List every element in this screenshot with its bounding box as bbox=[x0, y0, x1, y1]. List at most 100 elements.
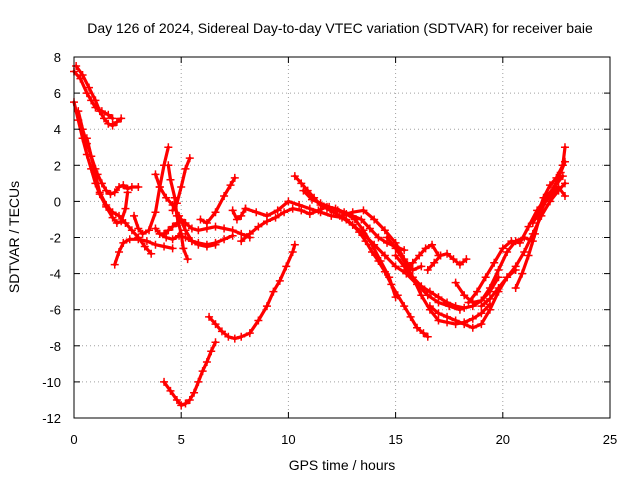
data-point bbox=[288, 247, 297, 256]
data-point bbox=[443, 312, 452, 321]
data-point bbox=[211, 222, 220, 231]
data-point bbox=[194, 226, 203, 235]
data-point bbox=[451, 278, 460, 287]
data-point bbox=[498, 244, 507, 253]
data-point bbox=[121, 204, 130, 213]
data-point bbox=[162, 193, 171, 202]
data-point bbox=[164, 143, 173, 152]
data-point bbox=[350, 215, 359, 224]
data-point bbox=[160, 377, 169, 386]
data-point bbox=[400, 246, 409, 255]
data-point bbox=[177, 229, 186, 238]
data-point bbox=[123, 184, 132, 193]
data-point bbox=[473, 287, 482, 296]
x-tick-label: 15 bbox=[388, 432, 402, 447]
data-point bbox=[297, 179, 306, 188]
data-point bbox=[434, 316, 443, 325]
data-point bbox=[151, 208, 160, 217]
data-point bbox=[168, 222, 177, 231]
data-point bbox=[181, 226, 190, 235]
data-point bbox=[134, 224, 143, 233]
data-point bbox=[524, 251, 533, 260]
x-tick-label: 5 bbox=[178, 432, 185, 447]
data-point bbox=[417, 262, 426, 271]
data-point bbox=[284, 197, 293, 206]
data-point bbox=[232, 215, 241, 224]
chart-title: Day 126 of 2024, Sidereal Day-to-day VTE… bbox=[87, 20, 593, 36]
data-point bbox=[230, 173, 239, 182]
data-point bbox=[170, 193, 179, 202]
data-point bbox=[477, 320, 486, 329]
data-point bbox=[168, 244, 177, 253]
series-track-1 bbox=[70, 67, 117, 123]
data-point bbox=[419, 329, 428, 338]
data-point bbox=[115, 182, 124, 191]
data-point bbox=[434, 309, 443, 318]
data-point bbox=[290, 172, 299, 181]
data-point bbox=[95, 107, 104, 116]
data-point bbox=[245, 329, 254, 338]
data-point bbox=[164, 226, 173, 235]
data-point bbox=[554, 182, 563, 191]
data-point bbox=[518, 269, 527, 278]
data-point bbox=[451, 316, 460, 325]
x-axis-label: GPS time / hours bbox=[289, 457, 396, 473]
data-point bbox=[245, 229, 254, 238]
data-point bbox=[220, 191, 229, 200]
data-point bbox=[490, 258, 499, 267]
data-point bbox=[541, 197, 550, 206]
data-point bbox=[155, 229, 164, 238]
data-point bbox=[160, 242, 169, 251]
data-point bbox=[417, 291, 426, 300]
data-point bbox=[520, 247, 529, 256]
data-point bbox=[211, 208, 220, 217]
data-point bbox=[194, 238, 203, 247]
data-point bbox=[230, 334, 239, 343]
data-point bbox=[408, 273, 417, 282]
data-point bbox=[545, 181, 554, 190]
data-point bbox=[110, 260, 119, 269]
data-point bbox=[140, 242, 149, 251]
series-line bbox=[531, 185, 567, 225]
data-point bbox=[179, 244, 188, 253]
data-point bbox=[485, 305, 494, 314]
data-point bbox=[194, 377, 203, 386]
series-line bbox=[153, 217, 252, 240]
data-point bbox=[503, 247, 512, 256]
data-point bbox=[425, 287, 434, 296]
data-point bbox=[185, 395, 194, 404]
data-point bbox=[115, 247, 124, 256]
data-point bbox=[548, 190, 557, 199]
data-point bbox=[220, 224, 229, 233]
data-point bbox=[464, 298, 473, 307]
data-point bbox=[305, 204, 314, 213]
data-point bbox=[528, 219, 537, 228]
data-point bbox=[108, 121, 117, 130]
data-point bbox=[359, 226, 368, 235]
data-point bbox=[485, 284, 494, 293]
series-track-13 bbox=[160, 338, 220, 410]
data-point bbox=[164, 161, 173, 170]
data-point bbox=[91, 170, 100, 179]
data-point bbox=[121, 219, 130, 228]
data-point bbox=[134, 235, 143, 244]
data-point bbox=[100, 114, 109, 123]
data-point bbox=[237, 237, 246, 246]
series-line bbox=[231, 207, 248, 221]
data-point bbox=[181, 399, 190, 408]
data-point bbox=[460, 291, 469, 300]
data-point bbox=[151, 240, 160, 249]
data-point bbox=[237, 211, 246, 220]
y-tick-label: 0 bbox=[54, 194, 61, 209]
data-point bbox=[102, 201, 111, 210]
data-point bbox=[423, 332, 432, 341]
data-point bbox=[205, 312, 214, 321]
data-point bbox=[187, 237, 196, 246]
data-point bbox=[560, 143, 569, 152]
data-point bbox=[252, 208, 261, 217]
data-point bbox=[108, 114, 117, 123]
data-point bbox=[316, 199, 325, 208]
data-point bbox=[211, 338, 220, 347]
data-point bbox=[460, 303, 469, 312]
